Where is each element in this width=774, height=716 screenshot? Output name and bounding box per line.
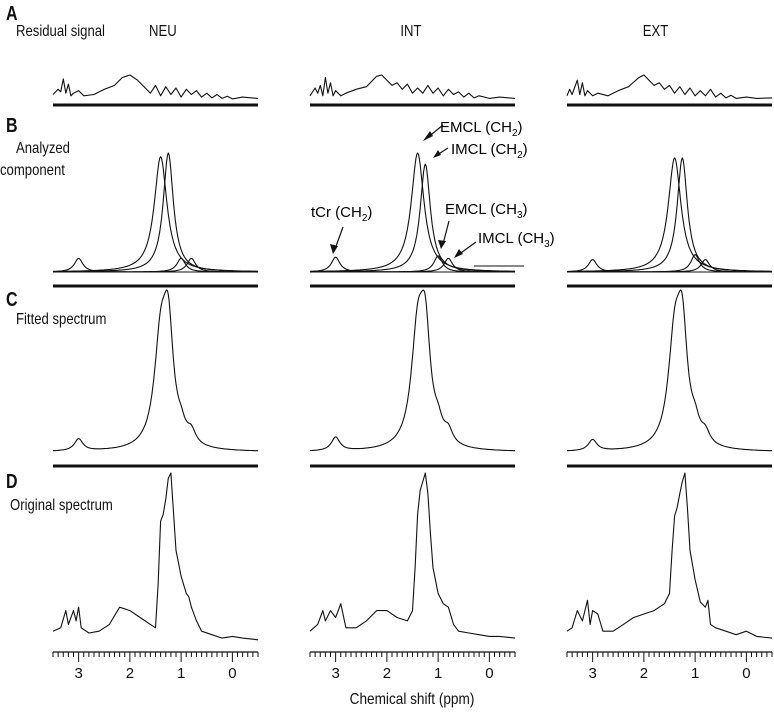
arrow-emcl-ch3 — [442, 220, 450, 245]
label-emcl-ch2: EMCL (CH2) — [440, 119, 523, 139]
row-letter-d: D — [6, 471, 18, 493]
component-emcl-ch2-ext — [567, 157, 772, 272]
row-title-c: Fitted spectrum — [16, 311, 107, 328]
x-tick-label-neu: 2 — [126, 665, 134, 682]
column-header-neu: NEU — [149, 23, 177, 40]
fitted-trace-neu — [52, 289, 259, 452]
row-letter-b: B — [6, 115, 18, 137]
row-title-d: Original spectrum — [10, 497, 113, 514]
x-tick-label-int: 2 — [383, 665, 391, 682]
label-emcl-ch3: EMCL (CH3) — [445, 201, 528, 221]
x-tick-label-int: 0 — [485, 665, 493, 682]
label-tcr-ch2: tCr (CH2) — [311, 204, 372, 224]
row-letter-a: A — [6, 3, 18, 25]
component-imcl-ch2-int — [310, 163, 515, 273]
arrowhead-imcl-ch3 — [454, 249, 463, 258]
component-tcr-int — [310, 256, 515, 273]
row-title-b-line1: Analyzed — [16, 140, 70, 157]
x-tick-label-neu: 0 — [228, 665, 236, 682]
arrowhead-emcl-ch2 — [423, 131, 433, 141]
x-tick-label-neu: 3 — [74, 665, 82, 682]
x-tick-label-int: 1 — [434, 665, 442, 682]
arrow-tcr-ch2 — [334, 226, 344, 250]
component-emcl-ch3-ext — [567, 254, 772, 273]
x-tick-label-ext: 2 — [640, 665, 648, 682]
original-trace-ext — [566, 472, 773, 639]
row-title-b-line2: component — [0, 162, 65, 179]
int-peak-annotations: EMCL (CH2) IMCL (CH2) tCr (CH2) EMCL (CH… — [311, 119, 555, 267]
row-letter-c: C — [6, 289, 18, 311]
residual-trace-ext — [566, 74, 773, 99]
residual-trace-int — [309, 74, 516, 99]
arrowhead-emcl-ch3 — [438, 240, 446, 249]
label-imcl-ch3: IMCL (CH3) — [478, 230, 555, 250]
x-tick-label-ext: 1 — [691, 665, 699, 682]
component-imcl-ch2-neu — [53, 152, 258, 273]
x-tick-label-ext: 0 — [742, 665, 750, 682]
x-axis-title: Chemical shift (ppm) — [349, 691, 475, 708]
label-imcl-ch2: IMCL (CH2) — [451, 141, 528, 161]
original-trace-neu — [52, 472, 259, 641]
row-title-a: Residual signal — [16, 23, 105, 40]
column-header-int: INT — [400, 23, 422, 40]
original-trace-int — [309, 472, 516, 639]
residual-trace-neu — [52, 74, 259, 100]
x-tick-label-ext: 3 — [588, 665, 596, 682]
fitted-trace-ext — [567, 289, 772, 452]
arrowhead-tcr-ch2 — [330, 244, 338, 254]
x-tick-label-neu: 1 — [177, 665, 185, 682]
fitted-trace-int — [310, 289, 515, 452]
column-header-ext: EXT — [642, 23, 669, 40]
component-emcl-ch2-neu — [53, 156, 258, 272]
arrowhead-imcl-ch2 — [433, 150, 441, 158]
component-imcl-ch2-ext — [567, 157, 772, 273]
x-tick-label-int: 3 — [331, 665, 339, 682]
